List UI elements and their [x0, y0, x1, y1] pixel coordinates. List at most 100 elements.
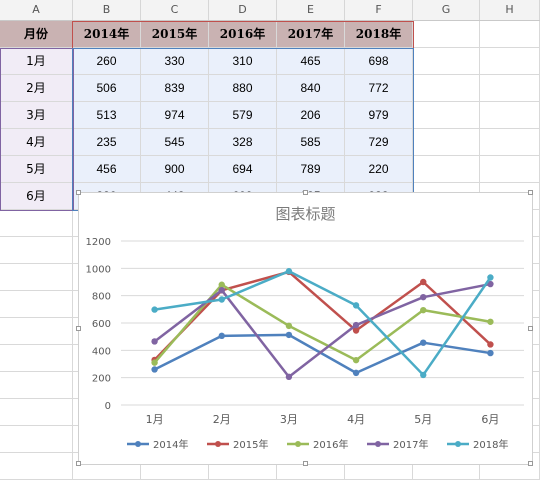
resize-handle[interactable]	[76, 190, 81, 195]
empty-cell[interactable]	[480, 48, 540, 75]
empty-cell[interactable]	[0, 237, 73, 264]
value-cell[interactable]: 974	[141, 102, 209, 129]
header-cell[interactable]: 月份	[0, 21, 73, 48]
value-cell[interactable]: 880	[209, 75, 277, 102]
data-point	[218, 296, 225, 303]
y-tick-label: 400	[92, 346, 111, 357]
data-point	[420, 371, 427, 379]
resize-handle[interactable]	[528, 190, 533, 195]
value-cell[interactable]: 585	[277, 129, 345, 156]
resize-handle[interactable]	[303, 461, 308, 466]
value-cell[interactable]: 506	[73, 75, 141, 102]
legend-label: 2018年	[473, 438, 508, 451]
empty-cell[interactable]	[480, 21, 540, 48]
legend-label: 2016年	[313, 438, 348, 451]
empty-cell[interactable]	[480, 75, 540, 102]
month-cell[interactable]: 1月	[0, 48, 73, 75]
empty-cell[interactable]	[413, 75, 480, 102]
data-point	[420, 293, 427, 301]
empty-cell[interactable]	[413, 102, 480, 129]
column-header-f[interactable]: F	[345, 0, 413, 20]
legend-marker	[375, 441, 381, 447]
value-cell[interactable]: 513	[73, 102, 141, 129]
value-cell[interactable]: 839	[141, 75, 209, 102]
value-cell[interactable]: 456	[73, 156, 141, 183]
empty-cell[interactable]	[413, 48, 480, 75]
data-point	[285, 331, 293, 339]
data-point	[487, 341, 494, 348]
data-point	[487, 349, 494, 357]
column-header-b[interactable]: B	[73, 0, 141, 20]
resize-handle[interactable]	[528, 326, 533, 331]
empty-cell[interactable]	[0, 210, 73, 237]
value-cell[interactable]: 729	[345, 129, 413, 156]
data-point	[218, 332, 225, 340]
empty-cell[interactable]	[0, 372, 73, 399]
month-cell[interactable]: 2月	[0, 75, 73, 102]
value-cell[interactable]: 310	[209, 48, 277, 75]
empty-cell[interactable]	[413, 129, 480, 156]
resize-handle[interactable]	[303, 190, 308, 195]
column-header-c[interactable]: C	[141, 0, 209, 20]
value-cell[interactable]: 698	[345, 48, 413, 75]
resize-handle[interactable]	[76, 461, 81, 466]
empty-cell[interactable]	[413, 21, 480, 48]
column-header-a[interactable]: A	[0, 0, 73, 20]
value-cell[interactable]: 220	[345, 156, 413, 183]
empty-cell[interactable]	[480, 156, 540, 183]
value-cell[interactable]: 260	[73, 48, 141, 75]
value-cell[interactable]: 465	[277, 48, 345, 75]
month-cell[interactable]: 3月	[0, 102, 73, 129]
month-cell[interactable]: 5月	[0, 156, 73, 183]
value-cell[interactable]: 979	[345, 102, 413, 129]
empty-cell[interactable]	[0, 291, 73, 318]
value-cell[interactable]: 328	[209, 129, 277, 156]
empty-cell[interactable]	[0, 453, 73, 480]
value-cell[interactable]: 789	[277, 156, 345, 183]
empty-cell[interactable]	[480, 102, 540, 129]
header-cell[interactable]: 2018年	[345, 21, 413, 48]
y-tick-label: 800	[92, 292, 111, 303]
value-cell[interactable]: 235	[73, 129, 141, 156]
header-cell[interactable]: 2014年	[73, 21, 141, 48]
table-row: 4月 235 545 328 585 729	[0, 129, 540, 156]
value-cell[interactable]: 579	[209, 102, 277, 129]
header-cell[interactable]: 2015年	[141, 21, 209, 48]
empty-cell[interactable]	[0, 264, 73, 291]
chart-title[interactable]: 图表标题	[275, 205, 336, 223]
value-cell[interactable]: 840	[277, 75, 345, 102]
resize-handle[interactable]	[76, 326, 81, 331]
column-header-e[interactable]: E	[277, 0, 345, 20]
x-tick-label: 5月	[414, 413, 432, 426]
month-cell[interactable]: 4月	[0, 129, 73, 156]
resize-handle[interactable]	[528, 461, 533, 466]
legend-marker	[135, 441, 141, 447]
value-cell[interactable]: 900	[141, 156, 209, 183]
empty-cell[interactable]	[413, 156, 480, 183]
header-cell[interactable]: 2016年	[209, 21, 277, 48]
column-header-d[interactable]: D	[209, 0, 277, 20]
column-header-g[interactable]: G	[413, 0, 480, 20]
chart-plot: 0 200 400 600 800 1000 1200 1月 2月 3月 4月 5月 6月 2014年 20…	[86, 237, 524, 451]
value-cell[interactable]: 694	[209, 156, 277, 183]
legend-label: 2015年	[233, 438, 268, 451]
series-line	[154, 269, 492, 377]
empty-cell[interactable]	[0, 399, 73, 426]
value-cell[interactable]: 545	[141, 129, 209, 156]
data-point	[151, 359, 158, 366]
data-point	[352, 356, 360, 364]
empty-cell[interactable]	[0, 345, 73, 372]
legend-label: 2014年	[153, 438, 188, 451]
empty-cell[interactable]	[0, 318, 73, 345]
series-line	[154, 333, 491, 375]
header-cell[interactable]: 2017年	[277, 21, 345, 48]
data-point	[352, 321, 360, 329]
value-cell[interactable]: 206	[277, 102, 345, 129]
empty-cell[interactable]	[0, 426, 73, 453]
column-header-h[interactable]: H	[480, 0, 540, 20]
value-cell[interactable]: 772	[345, 75, 413, 102]
value-cell[interactable]: 330	[141, 48, 209, 75]
month-cell[interactable]: 6月	[0, 183, 73, 210]
empty-cell[interactable]	[480, 129, 540, 156]
line-chart[interactable]: 图表标题 0 200 400 600 800 1000 1200 1月 2月 3月 4月 5月 6月 20…	[76, 190, 533, 466]
